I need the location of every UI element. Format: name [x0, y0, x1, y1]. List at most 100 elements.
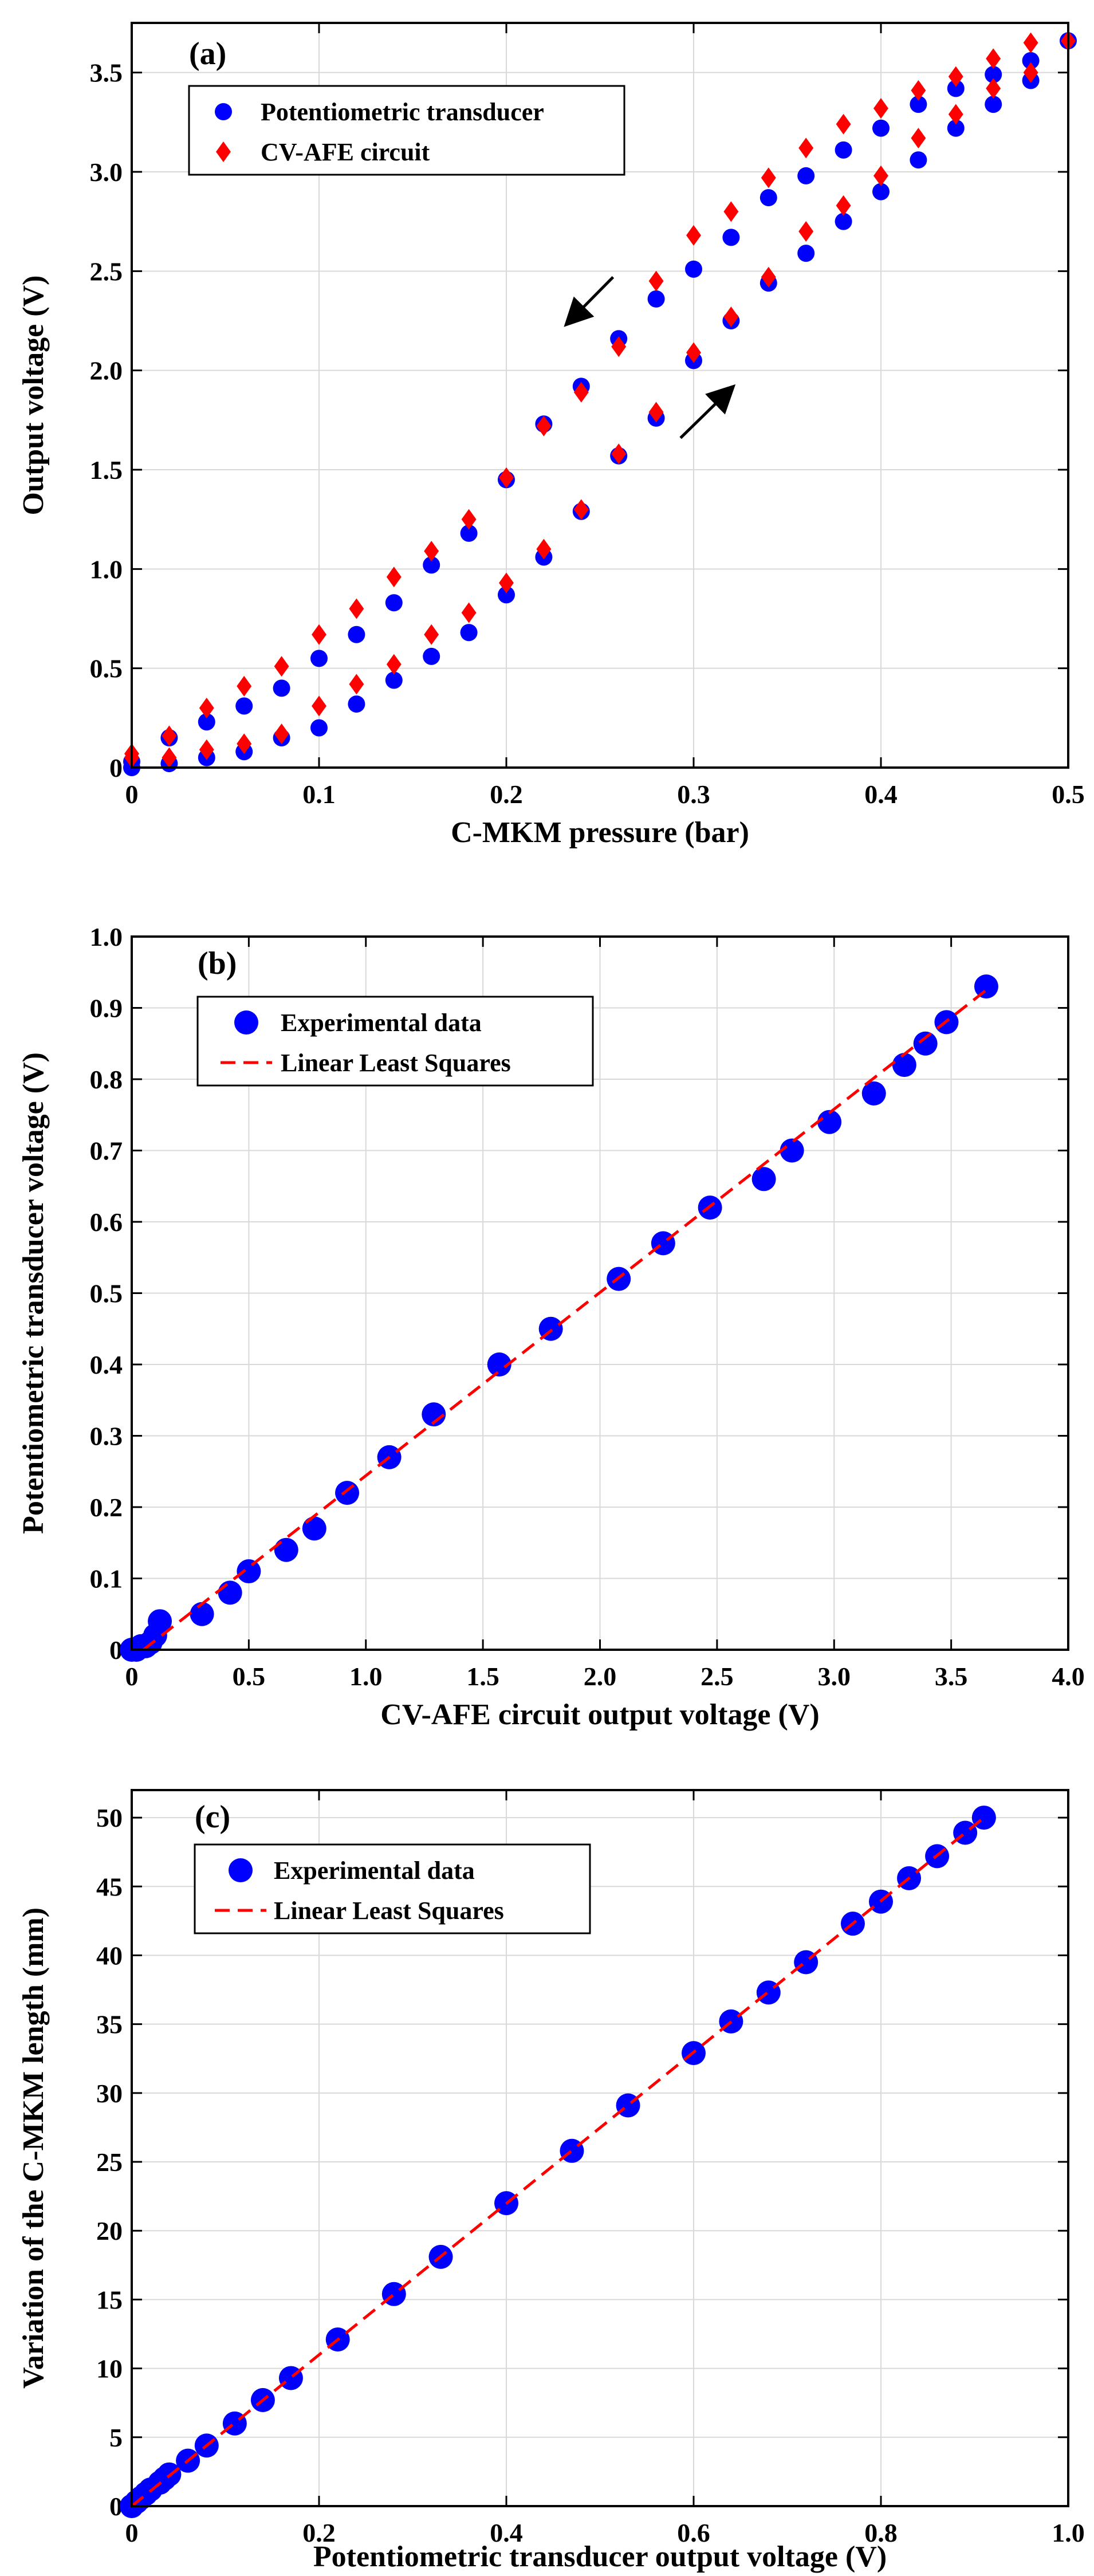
- x-tick-label: 1.5: [466, 1662, 499, 1691]
- data-point-diamond: [162, 725, 177, 746]
- x-tick-label: 0.2: [302, 2518, 336, 2547]
- data-point-diamond: [948, 104, 963, 125]
- y-tick-label: 35: [96, 2010, 123, 2039]
- data-point: [218, 1580, 242, 1605]
- data-point-diamond: [499, 467, 514, 488]
- x-axis-label: Potentiometric transducer output voltage…: [313, 2540, 887, 2573]
- data-point: [872, 183, 890, 200]
- data-point-diamond: [274, 656, 289, 677]
- data-point-diamond: [424, 624, 439, 645]
- x-tick-label: 3.0: [818, 1662, 851, 1691]
- legend-diamond-swatch: [216, 141, 231, 162]
- data-point: [487, 1352, 511, 1377]
- data-point: [910, 151, 927, 169]
- data-point-diamond: [162, 747, 177, 768]
- x-tick-label: 3.5: [935, 1662, 968, 1691]
- panel-label: (c): [195, 1799, 230, 1835]
- data-point-diamond: [723, 306, 739, 328]
- legend-entry-label: CV-AFE circuit: [261, 138, 430, 166]
- x-tick-label: 4.0: [1052, 1662, 1085, 1691]
- data-point: [310, 650, 328, 667]
- y-tick-label: 0.5: [90, 1279, 123, 1308]
- data-point-diamond: [836, 113, 851, 135]
- x-tick-label: 0.8: [864, 2518, 898, 2547]
- data-point-diamond: [648, 270, 664, 292]
- data-point: [685, 260, 702, 278]
- data-point-diamond: [798, 221, 814, 242]
- x-tick-label: 0.4: [490, 2518, 523, 2547]
- data-point-diamond: [1023, 62, 1038, 83]
- data-point: [974, 974, 998, 999]
- x-tick-label: 1.0: [1052, 2518, 1085, 2547]
- x-tick-label: 0.3: [677, 780, 710, 809]
- x-tick-label: 1.0: [349, 1662, 383, 1691]
- data-point-diamond: [349, 598, 364, 619]
- data-point: [913, 1031, 938, 1056]
- x-tick-label: 0.6: [677, 2518, 710, 2547]
- data-point: [985, 96, 1002, 113]
- data-point: [385, 594, 403, 612]
- data-point-diamond: [948, 66, 963, 87]
- data-point: [310, 719, 328, 737]
- data-point-diamond: [723, 201, 739, 222]
- unloading-arrow: [564, 276, 615, 327]
- y-tick-label: 3.5: [90, 58, 123, 88]
- loading-arrow: [679, 384, 736, 439]
- data-point: [892, 1053, 916, 1077]
- data-point: [423, 647, 440, 665]
- legend-circle-swatch: [234, 1010, 258, 1035]
- axes-box: [131, 1789, 1069, 2507]
- data-point: [872, 119, 890, 137]
- data-point: [385, 671, 403, 689]
- data-point: [460, 524, 478, 542]
- x-axis-label: CV-AFE circuit output voltage (V): [380, 1698, 819, 1731]
- data-point-diamond: [312, 624, 326, 645]
- data-point: [780, 1138, 804, 1163]
- x-tick-label: 0.5: [1052, 780, 1085, 809]
- x-tick-label: 0: [125, 780, 139, 809]
- y-tick-label: 0: [109, 2492, 123, 2521]
- panel-a-direction-arrows: [564, 276, 736, 439]
- data-point-diamond: [499, 572, 514, 593]
- y-tick-label: 45: [96, 1872, 123, 1901]
- y-tick-label: 50: [96, 1803, 123, 1832]
- data-point: [273, 679, 290, 697]
- data-point: [835, 213, 852, 230]
- y-tick-label: 0.7: [90, 1136, 123, 1166]
- y-tick-label: 0.9: [90, 994, 123, 1023]
- data-point-diamond: [199, 698, 214, 718]
- panel-c-chart: 0 0.2 0.4 0.6 0.8 1.0 0 5 10 15 20 25 30 35 40 45 50 Pote…: [17, 1789, 1085, 2573]
- legend-entry-label: Linear Least Squares: [274, 1897, 504, 1925]
- x-tick-label: 0.1: [302, 780, 336, 809]
- data-point-diamond: [836, 195, 851, 216]
- data-point-diamond: [461, 509, 477, 530]
- data-point: [302, 1516, 326, 1541]
- data-point: [910, 96, 927, 113]
- panel-label: (a): [189, 36, 226, 72]
- y-tick-label: 40: [96, 1941, 123, 1970]
- data-point: [498, 586, 515, 604]
- data-point: [348, 626, 365, 643]
- data-point-diamond: [237, 675, 252, 697]
- data-point: [647, 290, 665, 308]
- x-tick-label: 2.0: [584, 1662, 617, 1691]
- y-tick-label: 10: [96, 2354, 123, 2384]
- y-tick-label: 1.0: [90, 922, 123, 951]
- data-point-diamond: [461, 602, 477, 623]
- data-point: [722, 229, 740, 246]
- data-point-diamond: [986, 78, 1001, 99]
- data-point-diamond: [986, 48, 1001, 69]
- panel-b-chart: 0 0.5 1.0 1.5 2.0 2.5 3.0 3.5 4.0 0 0.1 0.2 0.3 0.4 0.…: [17, 922, 1085, 1731]
- x-tick-label: 0.2: [490, 780, 523, 809]
- data-point-diamond: [1023, 32, 1038, 53]
- panel-a-chart: 0 0.1 0.2 0.3 0.4 0.5 0 0.5 1.0 1.5 2.0 2.5 3.0 3.5 C-…: [17, 22, 1085, 849]
- x-axis-label: C-MKM pressure (bar): [451, 816, 749, 849]
- data-point: [817, 1110, 842, 1134]
- data-point-diamond: [686, 342, 701, 363]
- y-axis-label: Potentiometric transducer voltage (V): [17, 1052, 50, 1534]
- data-point: [148, 1609, 172, 1634]
- data-point-diamond: [386, 567, 402, 588]
- data-point: [274, 1537, 298, 1562]
- data-point: [759, 189, 777, 207]
- data-point: [797, 167, 815, 184]
